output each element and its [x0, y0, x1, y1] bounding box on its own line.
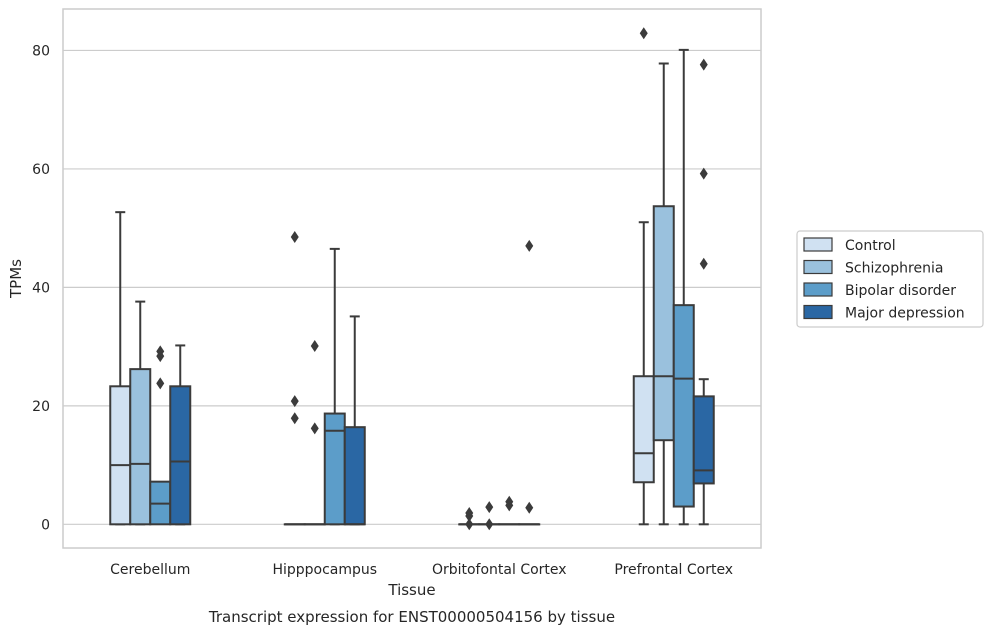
x-tick-label: Hipppocampus: [272, 562, 377, 578]
category-group: [632, 27, 715, 526]
y-axis-label: TPMs: [7, 259, 25, 299]
outlier-point: [699, 167, 708, 180]
box-control: [632, 27, 655, 526]
box-schizophrenia: [478, 501, 501, 531]
outlier-point: [290, 395, 299, 408]
box-schizophrenia: [129, 300, 152, 526]
x-tick-label: Orbitofontal Cortex: [432, 562, 567, 578]
legend: Control Schizophrenia Bipolar disorder Majo…: [796, 230, 984, 328]
box-major-depression: [692, 58, 715, 526]
box-body: [672, 304, 695, 508]
box-control: [458, 507, 481, 531]
outlier-point: [310, 422, 319, 435]
legend-swatch: [803, 282, 833, 297]
box-bipolar-disorder: [672, 48, 695, 526]
category-group: [283, 231, 366, 526]
box-major-depression: [518, 239, 541, 526]
outlier-point: [465, 510, 474, 523]
category-group: [109, 211, 192, 526]
box-body: [129, 368, 152, 526]
x-tick-label: Prefrontal Cortex: [614, 562, 733, 578]
box-body: [169, 385, 192, 526]
box-body: [652, 205, 675, 442]
x-axis-label: Tissue: [387, 581, 435, 599]
y-tick-label: 20: [32, 399, 50, 415]
legend-label: Major depression: [845, 306, 965, 322]
outlier-point: [465, 518, 474, 531]
box-bipolar-disorder: [498, 495, 521, 526]
outlier-point: [290, 231, 299, 244]
outlier-point: [699, 257, 708, 270]
box-body: [632, 375, 655, 484]
outlier-point: [525, 239, 534, 252]
y-tick-label: 0: [41, 517, 50, 533]
legend-label: Bipolar disorder: [845, 283, 956, 299]
outlier-point: [485, 518, 494, 531]
outlier-point: [505, 499, 514, 512]
box-body: [343, 426, 366, 526]
legend-swatch: [803, 237, 833, 252]
category-group: [458, 239, 541, 531]
outlier-point: [639, 27, 648, 40]
box-major-depression: [343, 315, 366, 526]
box-bipolar-disorder: [149, 345, 172, 526]
x-tick-label: Cerebellum: [110, 562, 190, 578]
box-schizophrenia: [303, 340, 326, 526]
y-tick-label: 40: [32, 280, 50, 296]
legend-label: Schizophrenia: [845, 261, 943, 277]
outlier-point: [156, 350, 165, 363]
legend-swatch: [803, 259, 833, 275]
legend-frame: [796, 230, 984, 328]
outlier-point: [699, 58, 708, 71]
outlier-point: [310, 340, 319, 353]
y-tick-labels: 0 20 40 60 80: [32, 43, 50, 533]
box-major-depression: [169, 344, 192, 526]
x-tick-labels: Cerebellum Hipppocampus Orbitofontal Corte…: [110, 562, 733, 578]
outlier-point: [290, 412, 299, 425]
box-control: [283, 231, 306, 526]
box-schizophrenia: [652, 62, 675, 526]
box-body: [692, 395, 715, 485]
legend-swatch: [803, 304, 833, 320]
box-body: [109, 385, 132, 526]
chart-caption: Transcript expression for ENST0000050415…: [208, 608, 615, 626]
box-control: [109, 211, 132, 526]
y-tick-label: 80: [32, 43, 50, 59]
box-plots: [109, 27, 715, 531]
outlier-point: [485, 501, 494, 514]
plot-frame: [62, 8, 762, 549]
outlier-point: [156, 377, 165, 390]
box-bipolar-disorder: [323, 247, 346, 526]
legend-label: Control: [845, 238, 896, 254]
y-tick-label: 60: [32, 162, 50, 178]
outlier-point: [525, 501, 534, 514]
